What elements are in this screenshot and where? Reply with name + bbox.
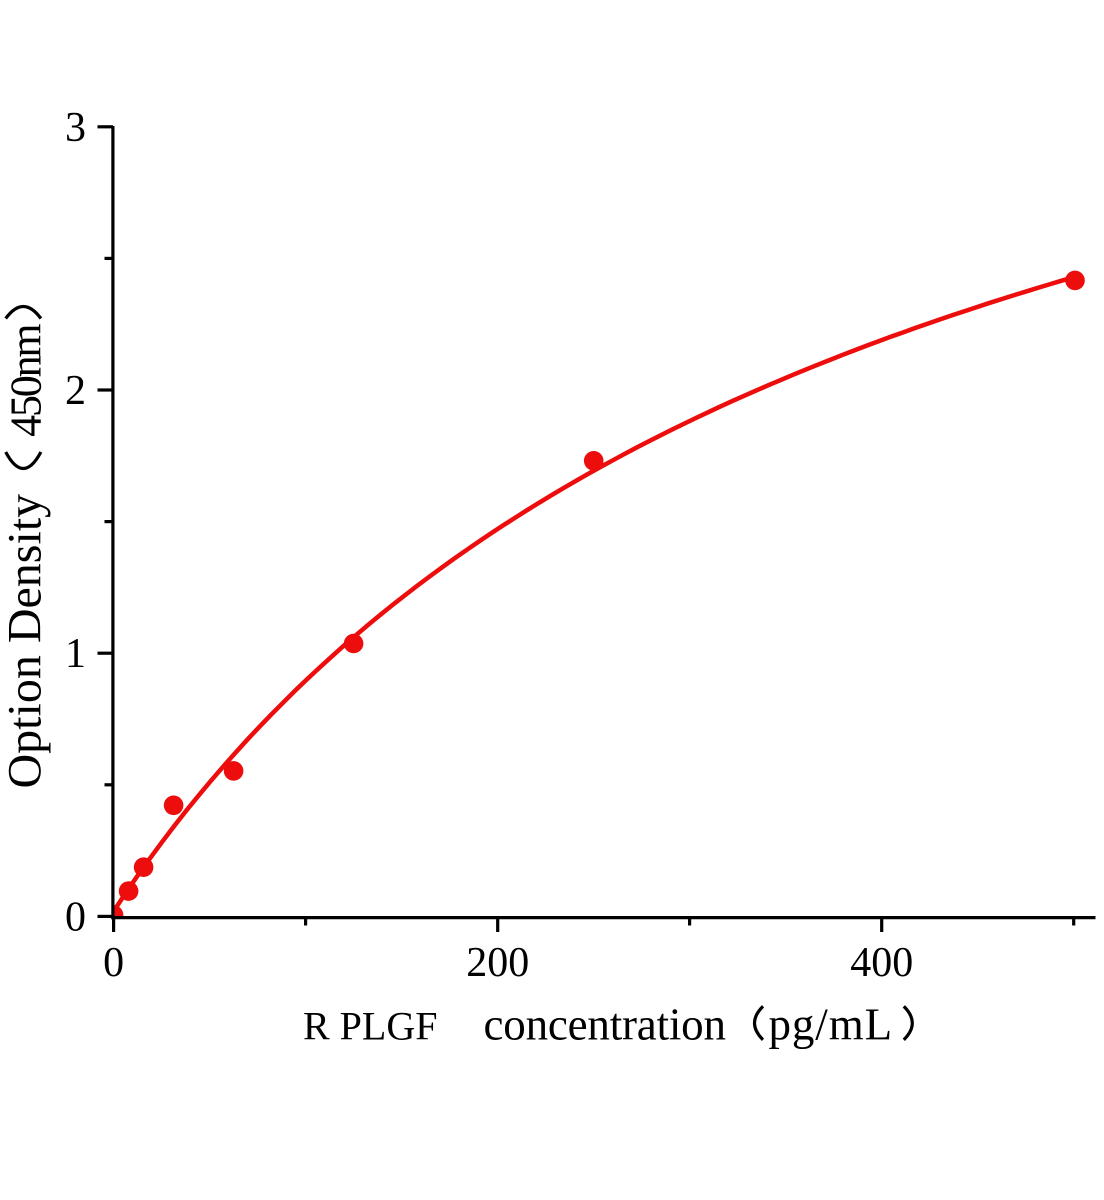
svg-text:200: 200 [466, 940, 529, 986]
svg-text:2: 2 [65, 368, 86, 414]
svg-text:400: 400 [850, 940, 913, 986]
svg-text:0: 0 [65, 894, 86, 940]
svg-text:0: 0 [103, 940, 124, 986]
svg-text:450nm: 450nm [2, 324, 51, 437]
svg-text:R PLGF: R PLGF [303, 1003, 438, 1048]
svg-text:1: 1 [65, 631, 86, 677]
svg-text:Option Density: Option Density [0, 494, 52, 789]
svg-text:pg/mL: pg/mL [769, 999, 894, 1049]
svg-text:concentration: concentration [484, 999, 726, 1049]
svg-text:3: 3 [65, 105, 86, 151]
